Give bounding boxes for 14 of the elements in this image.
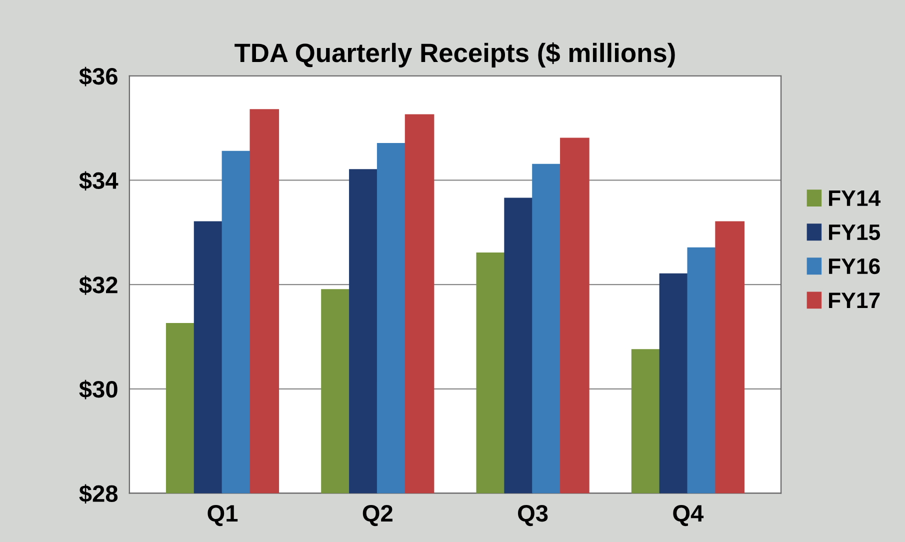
x-tick-label: Q3	[518, 504, 548, 526]
legend-label: FY17	[829, 292, 880, 308]
y-tick-label: $34	[79, 171, 118, 191]
x-tick-label: Q1	[208, 504, 238, 526]
y-tick-label: $32	[79, 276, 118, 295]
legend-label: FY15	[829, 224, 880, 240]
x-tick-label: Q2	[362, 504, 392, 526]
y-tick-label: $36	[79, 66, 118, 86]
y-tick-label: $28	[79, 484, 118, 504]
chart-title: TDA Quarterly Receipts ($ millions)	[234, 42, 675, 68]
x-tick-label: Q4	[673, 504, 704, 526]
legend-label: FY14	[829, 190, 881, 206]
y-tick-label: $30	[79, 380, 118, 400]
legend-label: FY16	[829, 258, 880, 274]
